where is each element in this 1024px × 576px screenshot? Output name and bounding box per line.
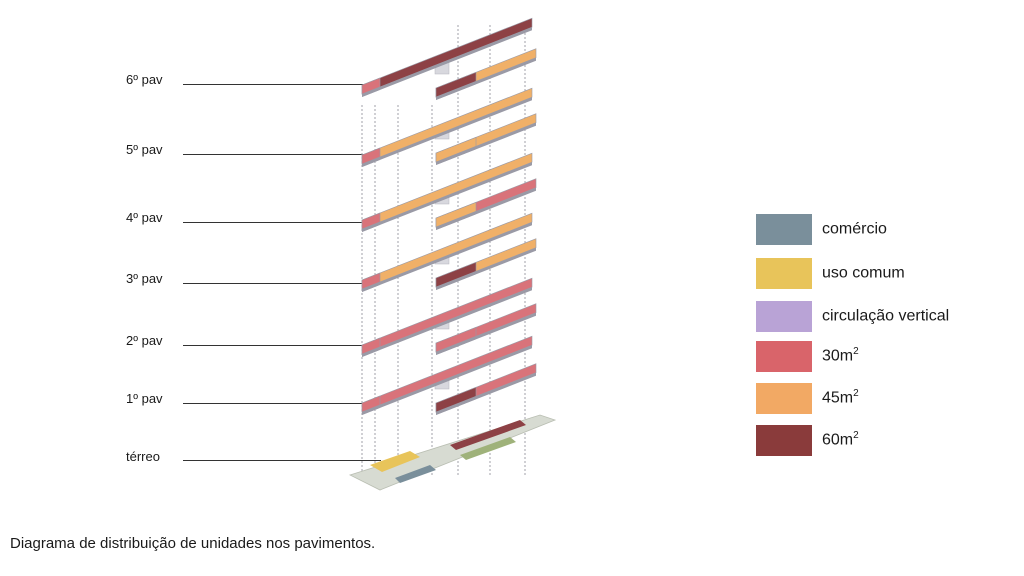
slab-front-0 (361, 17, 533, 95)
legend-swatch (756, 341, 812, 372)
legend-label: circulação vertical (822, 307, 950, 325)
legend-swatch (756, 214, 812, 245)
ground-garden (460, 437, 516, 460)
leader-line-6 (183, 84, 381, 85)
legend-item-comercio: comércio (756, 214, 1016, 246)
slab-front-4-edge (362, 287, 532, 357)
leader-line-5 (183, 154, 381, 155)
slab-front-1-edge (362, 97, 532, 167)
floor-label-1: 1º pav (126, 391, 163, 406)
leader-line-terreo (183, 460, 381, 461)
slab-back-accent-1-edge (436, 146, 476, 165)
slab-front-accent-0-edge (362, 86, 380, 97)
slab-back-accent-4-edge (436, 336, 476, 355)
slab-front-0-edge (362, 27, 532, 97)
building-slabs (361, 17, 537, 415)
slab-front-accent-1-edge (362, 156, 380, 167)
legend-item-60m2: 60m2 (756, 425, 1016, 457)
legend-item-uso-comum: uso comum (756, 258, 1016, 290)
legend-swatch (756, 383, 812, 414)
figure-caption: Diagrama de distribuição de unidades nos… (10, 535, 376, 552)
slab-front-accent-4-edge (362, 346, 380, 357)
floor-label-3: 3º pav (126, 271, 163, 286)
legend-item-30m2: 30m2 (756, 341, 1016, 373)
ground-commerce (395, 465, 436, 483)
slab-front-accent-3-edge (362, 281, 380, 292)
slab-front-5-edge (362, 345, 532, 415)
floor-label-5: 5º pav (126, 142, 163, 157)
slab-front-3-edge (362, 222, 532, 292)
slab-back-accent-5-edge (436, 396, 476, 415)
slab-back-accent-2-edge (436, 211, 476, 230)
slab-back-accent-0-edge (436, 81, 476, 100)
ground-floor-plan (348, 414, 557, 491)
legend-label: 60m2 (822, 430, 859, 449)
leader-line-1 (183, 403, 381, 404)
building-isometric-diagram (348, 17, 557, 491)
slab-front-accent-5-edge (362, 404, 380, 415)
slab-back-accent-3-edge (436, 271, 476, 290)
legend-item-circulacao-vertical: circulação vertical (756, 301, 1016, 333)
leader-line-4 (183, 222, 381, 223)
ground-common-area (370, 451, 420, 472)
legend-swatch (756, 301, 812, 332)
leader-line-3 (183, 283, 381, 284)
legend-label: uso comum (822, 264, 905, 282)
floor-label-2: 2º pav (126, 333, 163, 348)
slab-front-accent-2-edge (362, 221, 380, 232)
floor-label-terreo: térreo (126, 449, 160, 464)
slab-front-2-edge (362, 162, 532, 232)
legend-swatch (756, 258, 812, 289)
legend-item-45m2: 45m2 (756, 383, 1016, 415)
ground-slab (348, 414, 557, 491)
ground-units (450, 420, 526, 450)
legend-swatch (756, 425, 812, 456)
legend-label: 45m2 (822, 388, 859, 407)
floor-label-6: 6º pav (126, 72, 163, 87)
legend-label: comércio (822, 220, 887, 238)
floor-label-4: 4º pav (126, 210, 163, 225)
leader-line-2 (183, 345, 381, 346)
legend-label: 30m2 (822, 346, 859, 365)
